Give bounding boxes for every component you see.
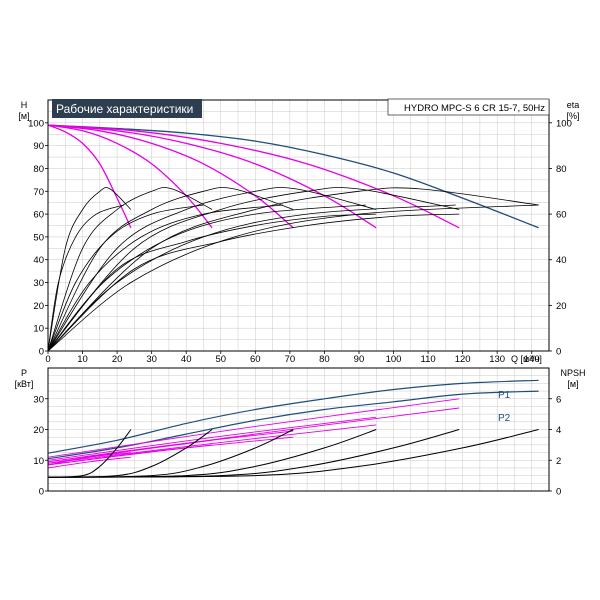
efficiency-curve-13 <box>47 204 204 352</box>
efficiency-curve-15 <box>47 204 366 352</box>
npsh-curve-12 <box>47 429 132 478</box>
efficiency-curve-16 <box>47 204 456 352</box>
eta-axis-unit: [%] <box>566 111 579 121</box>
power-curve-4 <box>47 439 213 464</box>
efficiency-curve-11 <box>47 187 539 352</box>
power-curve-11 <box>47 407 460 463</box>
top-panel-grid <box>48 100 549 351</box>
npsh-tick-label: 0 <box>556 487 561 498</box>
x-tick-label: 60 <box>250 354 261 365</box>
curve-label-p2: P2 <box>498 413 511 424</box>
eta-tick-label: 40 <box>556 255 567 266</box>
title-badge-bg <box>52 99 202 118</box>
x-tick-label: 90 <box>354 354 365 365</box>
efficiency-curve-19 <box>47 213 460 352</box>
x-tick-label: 40 <box>181 354 192 365</box>
power-curve-10 <box>47 398 460 458</box>
top-panel-frame <box>47 99 550 352</box>
bottom-panel-curves <box>47 379 539 478</box>
power-curve-0 <box>47 379 539 454</box>
eta-tick-label: 60 <box>556 210 567 221</box>
power-curve-1 <box>47 390 539 460</box>
x-axis-label: Q [м³/ч] <box>511 354 542 364</box>
efficiency-curve-12 <box>47 204 125 352</box>
p-tick-label: 30 <box>33 394 44 405</box>
efficiency-curve-18 <box>47 213 377 352</box>
head-curve-2 <box>47 124 213 229</box>
npsh-curve-17 <box>47 429 539 478</box>
power-curve-2 <box>47 456 131 469</box>
h-tick-label: 30 <box>33 278 44 289</box>
x-tick-label: 30 <box>146 354 157 365</box>
x-tick-label: 110 <box>420 354 435 365</box>
top-y-axis-name: H <box>21 100 28 110</box>
h-tick-label: 60 <box>33 210 44 221</box>
npsh-axis-name: NPSH <box>560 368 585 378</box>
efficiency-curve-10 <box>47 187 460 352</box>
eta-tick-label: 100 <box>556 118 572 129</box>
x-tick-label: 130 <box>489 354 505 365</box>
h-tick-label: 10 <box>33 324 44 335</box>
x-tick-label: 20 <box>112 354 123 365</box>
x-tick-label: 50 <box>215 354 226 365</box>
p-tick-label: 0 <box>39 487 44 498</box>
h-tick-label: 90 <box>33 141 44 152</box>
eta-tick-label: 0 <box>556 347 561 358</box>
top-panel-curves <box>47 124 539 352</box>
eta-tick-label: 80 <box>556 164 567 175</box>
model-label: HYDRO MPC-S 6 CR 15-7, 50Hz <box>404 103 545 114</box>
npsh-axis-unit: [м] <box>567 379 578 389</box>
title-badge: Рабочие характеристики <box>56 102 193 116</box>
axis-tick-labels: 0 10 20 30 40 50 60 70 80 90 100 110 120 130 140010203… <box>28 118 572 497</box>
npsh-tick-label: 2 <box>556 456 561 467</box>
top-y-axis-unit: [м] <box>18 111 29 121</box>
head-curve-1 <box>47 124 132 229</box>
x-tick-label: 70 <box>285 354 296 365</box>
power-curve-9 <box>47 424 377 464</box>
x-tick-label: 120 <box>455 354 471 365</box>
h-tick-label: 100 <box>28 118 44 129</box>
h-tick-label: 0 <box>39 347 44 358</box>
efficiency-curve-8 <box>47 187 294 352</box>
model-label-box <box>387 98 550 116</box>
h-tick-label: 70 <box>33 187 44 198</box>
p-axis-unit: [кВт] <box>15 379 34 389</box>
x-tick-label: 0 <box>45 354 50 365</box>
x-tick-label: 80 <box>319 354 330 365</box>
p-tick-label: 20 <box>33 425 44 436</box>
head-curve-0 <box>47 124 539 229</box>
power-curve-8 <box>47 416 377 461</box>
power-curve-7 <box>47 436 294 466</box>
x-tick-label: 140 <box>524 354 540 365</box>
head-curve-5 <box>47 124 460 229</box>
npsh-tick-label: 4 <box>556 425 561 436</box>
p-axis-name: P <box>21 368 27 378</box>
p-tick-label: 10 <box>33 456 44 467</box>
efficiency-curve-7 <box>47 187 213 352</box>
h-tick-label: 50 <box>33 232 44 243</box>
h-tick-label: 20 <box>33 301 44 312</box>
x-tick-label: 10 <box>77 354 88 365</box>
bottom-panel-frame <box>47 367 550 492</box>
eta-axis-name: eta <box>567 100 580 110</box>
bottom-panel-grid <box>48 368 549 491</box>
h-tick-label: 80 <box>33 164 44 175</box>
efficiency-curve-17 <box>47 204 539 352</box>
x-tick-label: 100 <box>386 354 402 365</box>
efficiency-curve-14 <box>47 204 284 352</box>
h-tick-label: 40 <box>33 255 44 266</box>
head-curve-3 <box>47 124 294 229</box>
eta-tick-label: 20 <box>556 301 567 312</box>
curve-label-p1: P1 <box>498 390 511 401</box>
npsh-tick-label: 6 <box>556 394 561 405</box>
